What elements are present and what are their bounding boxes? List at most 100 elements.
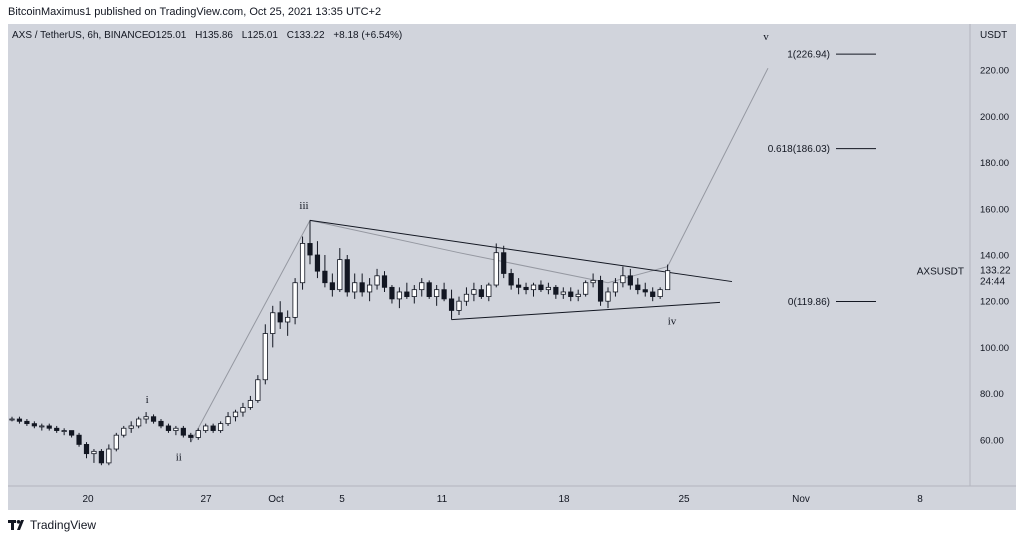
candle-up xyxy=(575,293,581,297)
triangle-upper-trendline xyxy=(309,219,733,283)
candle-down xyxy=(597,280,604,302)
candle-down xyxy=(54,427,60,431)
candle-up xyxy=(255,379,261,401)
candle-down xyxy=(381,275,388,288)
candlestick-series xyxy=(9,220,671,466)
candle-down xyxy=(158,420,164,427)
wave-label-i: i xyxy=(146,394,149,406)
candle-down xyxy=(650,291,656,297)
price-axis-background xyxy=(970,24,1016,486)
candle-down xyxy=(642,289,648,293)
legend-close: 133.22 xyxy=(294,30,325,41)
candle-up xyxy=(247,400,253,408)
candle-up xyxy=(39,425,45,428)
candle-down xyxy=(46,425,52,429)
time-axis-ticks: 20 27 Oct 5 11 18 25 Nov 8 xyxy=(82,494,923,505)
candle-down xyxy=(523,286,529,291)
candle-down xyxy=(538,284,544,291)
candle-up xyxy=(366,284,373,293)
candle-down xyxy=(478,289,484,297)
price-tick-label: 100.00 xyxy=(980,343,1009,354)
chart-svg[interactable]: AXS / TetherUS, 6h, BINANCE O125.01 H135… xyxy=(8,24,1016,510)
candle-down xyxy=(314,254,321,272)
legend-l-label: L xyxy=(242,30,248,41)
candle-up xyxy=(657,289,663,297)
candle-up xyxy=(471,289,477,295)
price-tick-label: 220.00 xyxy=(980,66,1009,77)
candle-up xyxy=(486,284,492,297)
candle-up xyxy=(560,291,566,295)
candle-down xyxy=(307,243,313,256)
time-axis-background xyxy=(8,486,1016,510)
wave-label-ii: ii xyxy=(176,452,182,464)
candle-up xyxy=(292,282,298,318)
candle-down xyxy=(31,423,37,427)
legend-symbol: AXS / TetherUS, 6h, BINANCE xyxy=(12,30,149,41)
candle-down xyxy=(426,282,432,297)
candle-up xyxy=(285,316,291,323)
candle-down xyxy=(277,312,283,323)
fib-level-label: 0.618(186.03) xyxy=(768,144,830,155)
candle-down xyxy=(210,425,216,431)
candle-down xyxy=(188,434,194,438)
candle-up xyxy=(106,448,112,464)
candle-up xyxy=(173,427,179,431)
candle-down xyxy=(635,284,641,291)
candle-up xyxy=(217,423,224,431)
candle-up xyxy=(456,300,462,311)
candle-down xyxy=(501,252,507,274)
candle-up xyxy=(612,282,619,293)
candle-down xyxy=(165,425,172,431)
price-tick-label: 200.00 xyxy=(980,112,1009,123)
price-tick-label: 160.00 xyxy=(980,204,1009,215)
candle-down xyxy=(329,282,335,291)
candle-down xyxy=(404,291,410,297)
candle-up xyxy=(583,282,589,295)
candle-up xyxy=(337,259,343,291)
candle-up xyxy=(270,312,276,334)
fib-extension-levels: 1(226.94) 0.618(186.03) 0(119.86) xyxy=(768,50,876,308)
candle-up xyxy=(262,333,268,381)
candle-down xyxy=(568,291,574,297)
bar-countdown: 24:44 xyxy=(980,277,1005,288)
price-chart[interactable]: AXS / TetherUS, 6h, BINANCE O125.01 H135… xyxy=(8,24,1016,510)
candle-down xyxy=(508,273,514,286)
candle-up xyxy=(493,252,499,286)
price-axis-ticks: 60.00 80.00 100.00 120.00 140.00 160.00 180.00… xyxy=(980,66,1009,447)
fib-level-label: 0(119.86) xyxy=(788,297,830,308)
candle-down xyxy=(24,420,30,425)
candle-down xyxy=(448,298,455,311)
candle-down xyxy=(515,284,522,288)
time-tick-label: 5 xyxy=(339,494,345,505)
time-tick-label: 8 xyxy=(917,494,923,505)
footer-brand: TradingView xyxy=(8,518,96,532)
wave-label-v: v xyxy=(763,31,769,43)
time-tick-label: 11 xyxy=(437,494,448,505)
candle-down xyxy=(180,427,186,436)
candle-down xyxy=(150,416,157,422)
time-tick-label: Oct xyxy=(268,494,284,505)
candle-up xyxy=(143,416,149,420)
candle-up xyxy=(299,243,306,284)
legend-c-label: C xyxy=(287,30,294,41)
candle-up xyxy=(128,425,134,429)
candle-up xyxy=(203,425,209,431)
candle-down xyxy=(16,418,23,422)
triangle-lower-trendline xyxy=(451,301,721,321)
time-tick-label: 27 xyxy=(200,494,212,505)
candle-down xyxy=(83,444,90,455)
last-price-value: 133.22 xyxy=(980,266,1011,277)
price-tick-label: 80.00 xyxy=(980,389,1004,400)
candle-up xyxy=(463,293,470,302)
candle-up xyxy=(665,270,671,291)
candle-up xyxy=(195,430,201,438)
candle-up xyxy=(352,282,358,293)
candle-down xyxy=(441,289,447,300)
candle-up xyxy=(240,407,246,413)
legend-open: 125.01 xyxy=(156,30,187,41)
candle-up xyxy=(91,450,97,455)
plot-background xyxy=(8,24,970,486)
candle-down xyxy=(76,434,82,445)
legend-high: 135.86 xyxy=(202,30,233,41)
